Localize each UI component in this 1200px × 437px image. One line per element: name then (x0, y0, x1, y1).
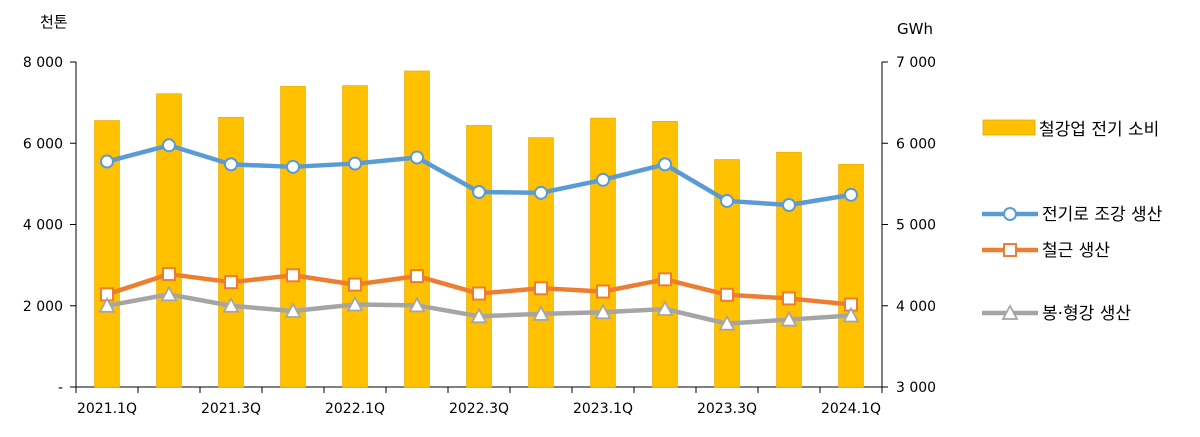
legend-item-electricity: 철강업 전기 소비 (982, 119, 1159, 140)
x-axis-tick-label: 2021.1Q (77, 401, 137, 417)
bar (342, 85, 368, 388)
left-axis-tick-label: 4 000 (23, 218, 63, 234)
left-axis-tick-label: 8 000 (23, 55, 63, 71)
data-point (470, 307, 488, 324)
data-point (162, 267, 176, 282)
data-point (346, 295, 364, 312)
data-point (410, 269, 424, 284)
legend-label-rebar: 철근 생산 (1042, 241, 1110, 261)
bar (776, 151, 802, 388)
data-point (100, 154, 114, 169)
data-point (658, 272, 672, 287)
bar (156, 93, 182, 388)
right-axis-tick-label: 5 000 (896, 218, 936, 234)
legend-label-eaf: 전기로 조강 생산 (1042, 205, 1163, 225)
left-axis-tick-label: 2 000 (23, 299, 63, 315)
data-point (224, 275, 238, 290)
x-axis-tick-label: 2022.1Q (325, 401, 385, 417)
x-axis-tick-label: 2022.3Q (449, 401, 509, 417)
data-point (782, 198, 796, 212)
legend-item-eaf: 전기로 조강 생산 (982, 205, 1163, 225)
legend-marker-rebar (1003, 243, 1017, 257)
right-axis-tick-label: 6 000 (896, 136, 936, 152)
right-axis-unit: GWh (897, 20, 933, 38)
line-series (100, 138, 858, 212)
left-axis-tick-label: 6 000 (23, 136, 63, 152)
line-series (100, 267, 858, 312)
data-point (408, 296, 426, 313)
legend: 철강업 전기 소비 전기로 조강 생산 철근 생산 봉·형강 생산 (982, 119, 1163, 324)
left-axis-unit: 천톤 (40, 13, 68, 31)
data-point (472, 286, 486, 301)
x-axis-tick-label: 2024.1Q (821, 401, 881, 417)
bar (280, 86, 306, 388)
data-point (720, 287, 734, 302)
data-point (222, 296, 240, 313)
data-point (286, 268, 300, 283)
data-point (162, 138, 176, 153)
data-point (534, 185, 548, 200)
data-point (718, 314, 736, 331)
data-point (720, 193, 734, 208)
bar-series (94, 70, 864, 388)
data-point (532, 304, 550, 321)
data-point (98, 296, 116, 313)
data-point (656, 300, 674, 316)
legend-item-section: 봉·형강 생산 (982, 304, 1131, 324)
bar (404, 70, 430, 388)
data-point (780, 310, 798, 327)
data-point (534, 281, 548, 296)
data-point (842, 306, 860, 323)
x-axis-tick-label: 2021.3Q (201, 401, 261, 417)
right-axis-tick-label: 4 000 (896, 299, 936, 315)
bar (528, 137, 554, 388)
tick-labels: - 2 000 4 000 6 000 8 000 3 000 4 000 5 000 6 00… (23, 55, 936, 417)
data-point (596, 172, 610, 187)
data-point (782, 291, 796, 306)
data-point (160, 285, 178, 302)
bar (590, 117, 616, 388)
data-point (348, 156, 362, 171)
data-point (844, 187, 858, 202)
right-axis-tick-label: 3 000 (896, 380, 936, 396)
legend-swatch-bar (982, 119, 1036, 136)
data-point (224, 157, 238, 172)
right-axis-tick-label: 7 000 (896, 55, 936, 71)
legend-marker-eaf (1003, 207, 1017, 221)
data-point (594, 303, 612, 320)
line-series (98, 285, 860, 331)
left-axis-tick-label: - (58, 380, 63, 396)
data-point (348, 277, 362, 292)
legend-label-electricity: 철강업 전기 소비 (1039, 120, 1159, 140)
data-point (658, 157, 672, 172)
bar (466, 125, 492, 388)
data-point (410, 150, 424, 165)
x-axis-tick-label: 2023.3Q (697, 401, 757, 417)
data-point (472, 185, 486, 199)
line-series-group (98, 138, 860, 331)
data-point (286, 159, 300, 174)
data-point (284, 302, 302, 318)
legend-marker-section (1001, 304, 1019, 320)
x-axis-tick-label: 2023.1Q (573, 401, 633, 417)
legend-item-rebar: 철근 생산 (982, 241, 1110, 261)
data-point (596, 284, 610, 299)
legend-label-section: 봉·형강 생산 (1042, 304, 1131, 324)
